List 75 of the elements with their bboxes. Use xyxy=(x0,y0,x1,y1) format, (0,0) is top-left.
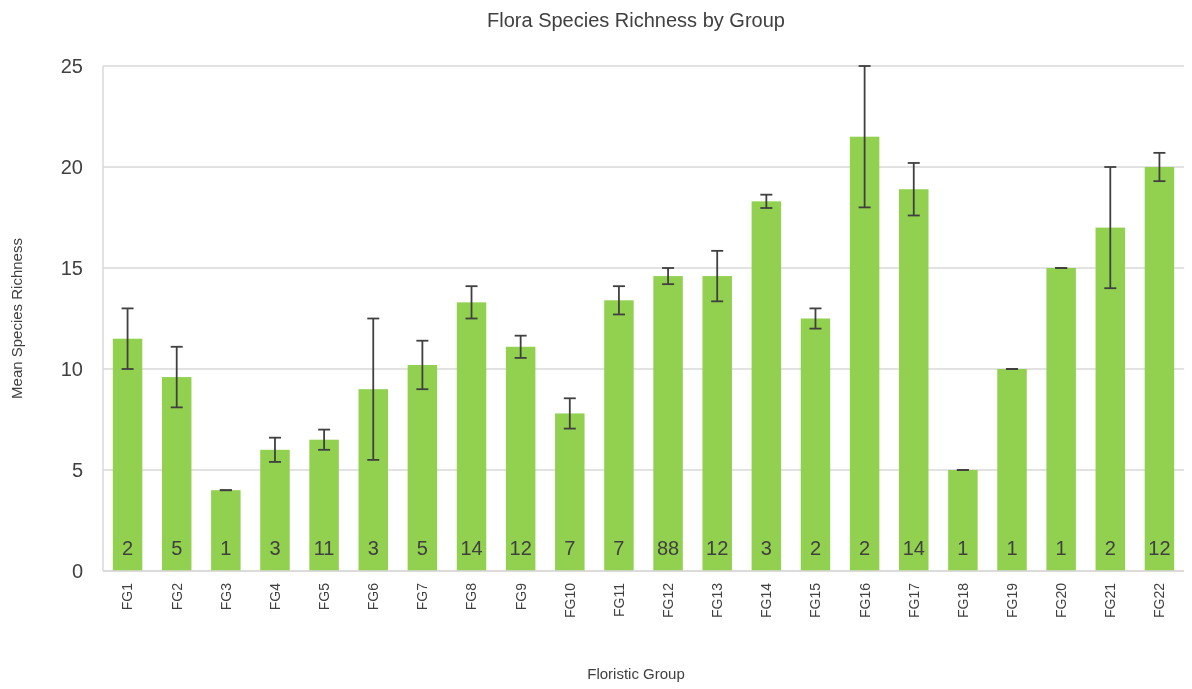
x-tick-label: FG12 xyxy=(659,582,676,619)
annotation: 2 xyxy=(859,537,871,559)
x-tick-label: FG6 xyxy=(365,582,382,611)
bar xyxy=(948,470,978,571)
bar xyxy=(505,346,536,571)
bar xyxy=(653,276,683,571)
bar xyxy=(112,338,143,571)
y-tick-label: 20 xyxy=(60,156,83,178)
annotation: 3 xyxy=(269,537,281,559)
bar xyxy=(161,377,192,571)
annotation: 1 xyxy=(1006,537,1018,559)
annotation: 14 xyxy=(902,537,925,559)
annotation: 7 xyxy=(564,537,576,559)
x-tick-label: FG2 xyxy=(168,582,185,611)
bar xyxy=(1095,227,1126,571)
annotation: 12 xyxy=(706,537,729,559)
annotation: 2 xyxy=(122,537,134,559)
bar xyxy=(456,302,487,571)
bar xyxy=(211,490,241,571)
x-tick-label: FG20 xyxy=(1053,582,1070,619)
bar xyxy=(407,364,438,571)
y-tick-label: 5 xyxy=(71,459,83,481)
bar xyxy=(260,449,290,571)
bar xyxy=(555,413,585,571)
annotation: 1 xyxy=(1055,537,1067,559)
y-tick-label: 10 xyxy=(60,358,83,380)
y-axis-title: Mean Species Richness xyxy=(8,238,25,399)
annotation: 3 xyxy=(760,537,772,559)
x-tick-label: FG16 xyxy=(856,582,873,619)
annotation: 5 xyxy=(171,537,183,559)
annotation: 5 xyxy=(416,537,428,559)
x-tick-label: FG9 xyxy=(512,582,529,611)
x-tick-label: FG8 xyxy=(463,582,480,611)
x-tick-label: FG13 xyxy=(709,582,726,619)
y-tick-label: 25 xyxy=(60,55,83,77)
bar xyxy=(849,136,880,571)
annotation: 12 xyxy=(1148,537,1171,559)
x-tick-label: FG10 xyxy=(561,582,578,619)
annotation: 2 xyxy=(1104,537,1116,559)
x-tick-label: FG18 xyxy=(954,582,971,619)
x-tick-label: FG7 xyxy=(414,582,431,611)
x-tick-label: FG21 xyxy=(1102,582,1119,619)
x-tick-label: FG14 xyxy=(758,582,775,619)
annotation: 3 xyxy=(367,537,379,559)
x-tick-label: FG4 xyxy=(266,582,283,611)
annotation: 1 xyxy=(220,537,232,559)
annotation: 11 xyxy=(313,537,335,559)
annotation: 7 xyxy=(613,537,625,559)
bar xyxy=(899,189,929,571)
bar xyxy=(800,318,831,571)
x-tick-label: FG19 xyxy=(1003,582,1020,619)
bar xyxy=(1144,167,1175,571)
bar xyxy=(702,276,732,571)
annotation: 2 xyxy=(809,537,822,559)
y-tick-label: 0 xyxy=(71,560,83,582)
annotation: 12 xyxy=(509,537,532,559)
x-tick-label: FG1 xyxy=(119,582,136,611)
annotation: 88 xyxy=(656,537,680,559)
x-tick-label: FG3 xyxy=(217,582,234,611)
bar xyxy=(1046,268,1076,571)
x-tick-label: FG22 xyxy=(1151,582,1168,619)
bar xyxy=(751,201,782,571)
x-tick-label: FG11 xyxy=(610,582,627,617)
y-tick-label: 15 xyxy=(60,257,83,279)
annotation: 1 xyxy=(957,537,969,559)
bar xyxy=(358,389,388,571)
annotation: 14 xyxy=(460,537,483,559)
chart-title: Flora Species Richness by Group xyxy=(487,9,785,31)
bar xyxy=(997,369,1027,571)
bar xyxy=(604,300,634,571)
x-axis-title: Floristic Group xyxy=(587,665,685,682)
x-tick-label: FG15 xyxy=(807,582,824,619)
bar xyxy=(309,439,339,571)
x-tick-label: FG17 xyxy=(905,582,922,619)
x-tick-label: FG5 xyxy=(316,582,333,611)
